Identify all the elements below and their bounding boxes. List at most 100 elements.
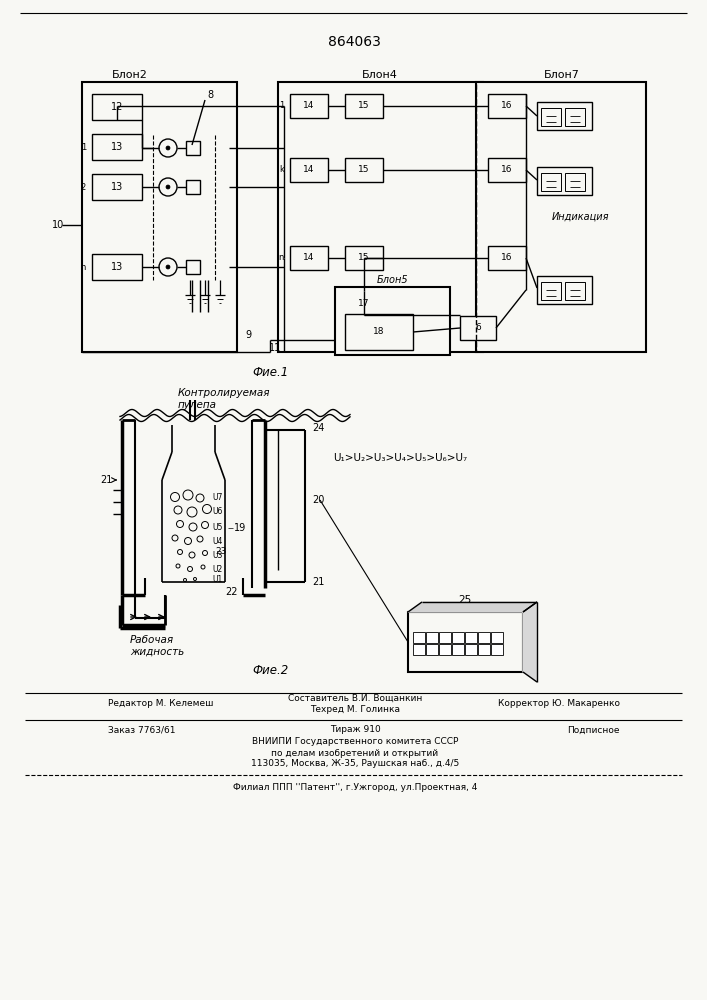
Text: 17: 17 — [358, 298, 370, 308]
Text: n: n — [279, 253, 284, 262]
Text: 10: 10 — [52, 220, 64, 230]
Text: Техред М. Голинка: Техред М. Голинка — [310, 706, 400, 714]
Circle shape — [176, 564, 180, 568]
Text: 113035, Москва, Ж-35, Раушская наб., д.4/5: 113035, Москва, Ж-35, Раушская наб., д.4… — [251, 760, 459, 768]
Text: 21: 21 — [312, 577, 325, 587]
Bar — [343, 291, 385, 315]
Circle shape — [194, 578, 197, 580]
Text: 8: 8 — [207, 90, 213, 100]
Bar — [92, 254, 142, 280]
Text: Блон7: Блон7 — [544, 70, 580, 80]
Text: 25: 25 — [458, 595, 472, 605]
Circle shape — [187, 566, 192, 572]
Bar — [186, 141, 200, 155]
Text: 9: 9 — [245, 330, 251, 340]
Bar — [537, 167, 592, 195]
Circle shape — [183, 490, 193, 500]
Bar — [82, 82, 237, 352]
Text: 13: 13 — [111, 262, 123, 272]
Bar — [541, 108, 561, 126]
Bar — [426, 632, 438, 643]
Bar — [565, 173, 585, 191]
Bar — [335, 287, 450, 355]
Bar — [537, 102, 592, 130]
Bar — [186, 260, 200, 274]
Bar — [491, 644, 503, 655]
Text: 2: 2 — [81, 182, 86, 192]
Text: 16: 16 — [501, 102, 513, 110]
Circle shape — [159, 178, 177, 196]
Text: жидность: жидность — [130, 647, 185, 657]
Circle shape — [174, 506, 182, 514]
Circle shape — [166, 185, 170, 189]
Bar — [565, 108, 585, 126]
Polygon shape — [523, 602, 537, 682]
Circle shape — [185, 538, 192, 544]
Bar — [491, 632, 503, 643]
Text: Заказ 7763/61: Заказ 7763/61 — [108, 726, 175, 734]
Text: 23: 23 — [215, 548, 226, 556]
Bar — [408, 612, 523, 672]
Bar — [478, 632, 490, 643]
Text: Составитель В.И. Вощанкин: Составитель В.И. Вощанкин — [288, 694, 422, 702]
Text: 21: 21 — [100, 475, 113, 485]
Bar — [92, 174, 142, 200]
Circle shape — [159, 258, 177, 276]
Bar — [439, 632, 451, 643]
Circle shape — [189, 552, 195, 558]
Text: n: n — [81, 262, 86, 271]
Text: Корректор Ю. Макаренко: Корректор Ю. Макаренко — [498, 698, 620, 708]
Text: по делам изобретений и открытий: по делам изобретений и открытий — [271, 748, 438, 758]
Bar — [478, 644, 490, 655]
Text: 13: 13 — [111, 182, 123, 192]
Bar — [452, 644, 464, 655]
Circle shape — [187, 507, 197, 517]
Text: 6: 6 — [475, 324, 481, 332]
Text: 14: 14 — [303, 102, 315, 110]
Text: U₁>U₂>U₃>U₄>U₅>U₆>U₇: U₁>U₂>U₃>U₄>U₅>U₆>U₇ — [333, 453, 467, 463]
Bar — [186, 180, 200, 194]
Bar — [439, 644, 451, 655]
Circle shape — [166, 146, 170, 150]
Bar — [345, 314, 413, 350]
Text: Блон2: Блон2 — [112, 70, 148, 80]
Text: U1: U1 — [212, 574, 222, 584]
Text: U5: U5 — [212, 522, 223, 532]
Text: 1: 1 — [279, 102, 284, 110]
Bar — [565, 282, 585, 300]
Text: Филиал ППП ''Патент'', г.Ужгород, ул.Проектная, 4: Филиал ППП ''Патент'', г.Ужгород, ул.Про… — [233, 782, 477, 792]
Text: U3: U3 — [212, 550, 223, 560]
Circle shape — [184, 578, 187, 582]
Text: U6: U6 — [212, 508, 223, 516]
Bar — [488, 158, 526, 182]
Text: 15: 15 — [358, 165, 370, 174]
Circle shape — [177, 550, 182, 554]
Text: 20: 20 — [312, 495, 325, 505]
Bar — [413, 632, 425, 643]
Text: Контролируемая: Контролируемая — [178, 388, 271, 398]
Text: 15: 15 — [358, 253, 370, 262]
Text: 1: 1 — [81, 142, 86, 151]
Circle shape — [166, 265, 170, 269]
Circle shape — [159, 139, 177, 157]
Bar — [92, 94, 142, 120]
Bar — [541, 282, 561, 300]
Text: U2: U2 — [212, 564, 222, 574]
Text: 864063: 864063 — [327, 35, 380, 49]
Circle shape — [170, 492, 180, 502]
Bar — [345, 158, 383, 182]
Text: 14: 14 — [303, 165, 315, 174]
Bar — [426, 644, 438, 655]
Circle shape — [189, 523, 197, 531]
Circle shape — [201, 565, 205, 569]
Bar — [413, 644, 425, 655]
Polygon shape — [408, 602, 537, 612]
Text: Редактор М. Келемеш: Редактор М. Келемеш — [108, 698, 214, 708]
Text: Фие.1: Фие.1 — [252, 366, 288, 379]
Bar — [460, 316, 496, 340]
Text: k: k — [279, 165, 284, 174]
Text: 11: 11 — [269, 343, 281, 353]
Circle shape — [202, 504, 211, 514]
Bar — [476, 82, 646, 352]
Text: ВНИИПИ Государственного комитета СССР: ВНИИПИ Государственного комитета СССР — [252, 738, 458, 746]
